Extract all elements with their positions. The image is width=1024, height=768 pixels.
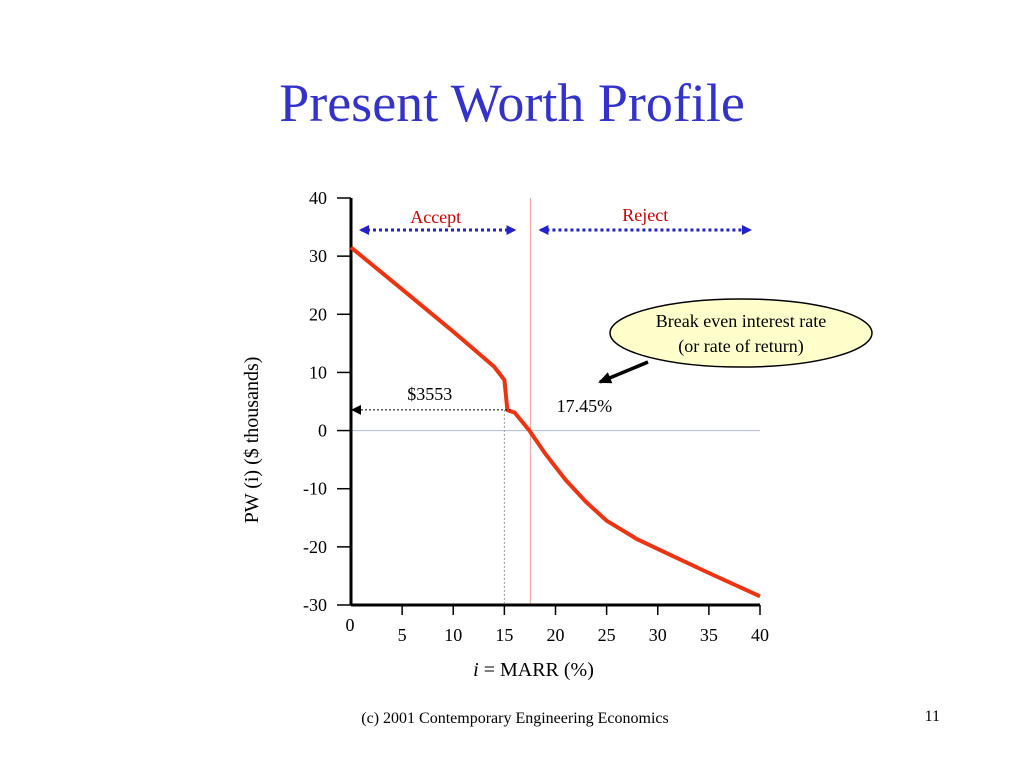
- y-tick-label: -10: [303, 479, 327, 499]
- breakeven-rate-label: 17.45%: [557, 396, 613, 416]
- x-tick-label: 0: [346, 615, 355, 635]
- reject-label: Reject: [622, 205, 668, 225]
- y-tick-label: 20: [309, 304, 327, 324]
- breakeven-callout-bubble: [609, 298, 873, 368]
- y-tick-label: 30: [309, 246, 327, 266]
- x-tick-label: 5: [398, 625, 407, 645]
- pw-curve: [349, 245, 761, 599]
- x-axis-label: i = MARR (%): [473, 659, 594, 681]
- x-ticks: 0 5 10 15 20 25 30 35 40: [346, 605, 769, 645]
- x-tick-label: 10: [444, 625, 462, 645]
- x-tick-label: 40: [751, 625, 769, 645]
- x-axis-label-rest: = MARR (%): [479, 659, 594, 681]
- y-tick-label: -30: [303, 595, 327, 615]
- y-tick-label: 10: [309, 362, 327, 382]
- x-tick-label: 35: [700, 625, 718, 645]
- x-tick-label: 20: [547, 625, 565, 645]
- callout-line-1: Break even interest rate: [656, 311, 826, 331]
- x-axis-label-variable: i: [473, 659, 479, 681]
- callout-line-2: (or rate of return): [678, 336, 803, 357]
- x-tick-label: 30: [649, 625, 667, 645]
- y-axis-label: PW (i) ($ thousands): [241, 357, 263, 524]
- y-tick-label: -20: [303, 537, 327, 557]
- y-tick-label: 0: [318, 421, 327, 441]
- slide-title: Present Worth Profile: [279, 73, 745, 133]
- y-tick-label: 40: [309, 188, 327, 208]
- x-tick-label: 15: [495, 625, 513, 645]
- y-ticks: 40 30 20 10 0 -10 -20 -30: [303, 188, 351, 615]
- accept-label: Accept: [410, 207, 461, 227]
- callout-pointer-arrow: [598, 360, 649, 384]
- slide-footer: (c) 2001 Contemporary Engineering Econom…: [361, 710, 669, 727]
- pw-at-marr-label: $3553: [407, 384, 452, 404]
- page-number: 11: [924, 708, 940, 725]
- x-tick-label: 25: [598, 625, 616, 645]
